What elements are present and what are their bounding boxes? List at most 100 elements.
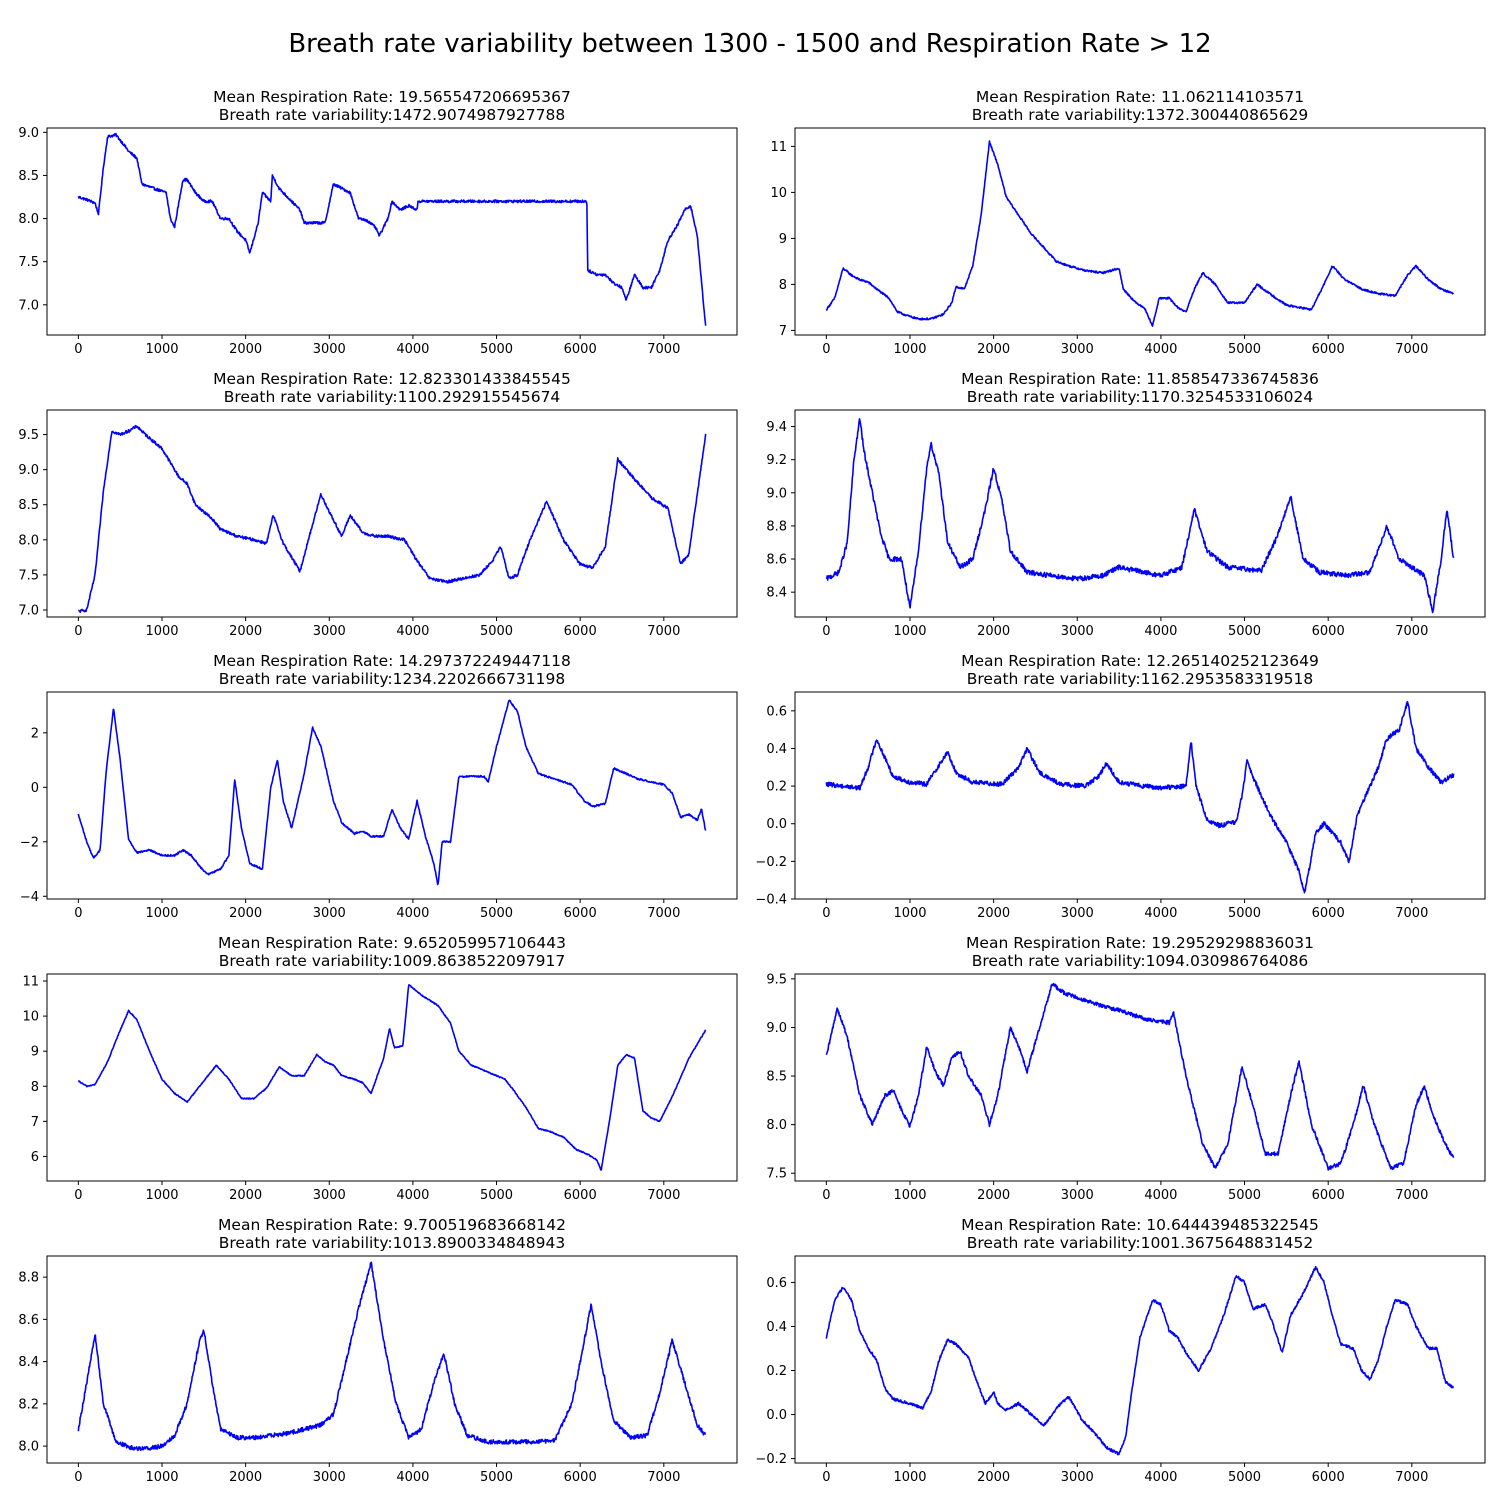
y-tick-label: 8.8 (766, 519, 787, 534)
x-tick-label: 1000 (145, 906, 178, 921)
data-series-line (78, 984, 707, 1171)
x-tick-label: 7000 (647, 906, 680, 921)
x-tick-label: 5000 (1228, 342, 1261, 357)
y-tick-label: 9.0 (18, 126, 39, 141)
subplot-7: Mean Respiration Rate: 9.652059957106443… (22, 934, 738, 1203)
x-tick-label: 6000 (564, 1470, 597, 1485)
y-tick-label: 7.0 (18, 298, 39, 313)
y-tick-label: 8.0 (18, 212, 39, 227)
x-tick-label: 6000 (1312, 1470, 1345, 1485)
y-tick-label: 9.0 (766, 486, 787, 501)
x-tick-label: 6000 (1312, 1188, 1345, 1203)
y-tick-label: 8.0 (18, 533, 39, 548)
subplot-title-mean-rate: Mean Respiration Rate: 12.26514025212364… (961, 652, 1319, 670)
y-tick-label: 8.4 (766, 586, 787, 601)
subplot-title-mean-rate: Mean Respiration Rate: 11.062114103571 (976, 88, 1304, 106)
subplot-title-variability: Breath rate variability:1234.22026667311… (219, 670, 565, 688)
y-tick-label: 9 (31, 1045, 39, 1060)
axes-frame (46, 1255, 738, 1464)
x-tick-label: 1000 (893, 342, 926, 357)
y-tick-label: 6 (31, 1150, 39, 1165)
x-tick-label: 6000 (564, 624, 597, 639)
axes-frame (794, 973, 1486, 1182)
x-tick-label: 6000 (564, 342, 597, 357)
x-tick-label: 0 (822, 906, 830, 921)
x-tick-label: 2000 (977, 1470, 1010, 1485)
subplot-6: Mean Respiration Rate: 12.26514025212364… (755, 652, 1486, 921)
data-series-line (77, 132, 707, 326)
y-tick-label: −0.2 (755, 1452, 787, 1467)
x-tick-label: 3000 (1061, 1470, 1094, 1485)
subplot-9: Mean Respiration Rate: 9.700519683668142… (18, 1216, 738, 1485)
y-tick-label: 8.2 (18, 1397, 39, 1412)
x-tick-label: 3000 (1061, 906, 1094, 921)
y-tick-label: 7.5 (18, 255, 39, 270)
x-tick-label: 1000 (145, 1470, 178, 1485)
subplot-title-variability: Breath rate variability:1372.30044086562… (972, 106, 1309, 124)
x-tick-label: 6000 (564, 906, 597, 921)
y-tick-label: 8.0 (18, 1440, 39, 1455)
x-tick-label: 0 (74, 1188, 82, 1203)
y-tick-label: 8 (31, 1080, 39, 1095)
x-tick-label: 5000 (480, 624, 513, 639)
y-tick-label: 9.0 (766, 1021, 787, 1036)
y-tick-label: 0.2 (766, 780, 787, 795)
x-tick-label: 5000 (1228, 624, 1261, 639)
x-tick-label: 5000 (1228, 906, 1261, 921)
x-tick-label: 2000 (229, 624, 262, 639)
y-tick-label: 8 (779, 278, 787, 293)
y-tick-label: 8.6 (18, 1313, 39, 1328)
x-tick-label: 0 (74, 1470, 82, 1485)
y-tick-label: 0.4 (766, 742, 787, 757)
x-tick-label: 4000 (1144, 624, 1177, 639)
data-series-line (825, 418, 1455, 614)
y-tick-label: −2 (20, 835, 39, 850)
x-tick-label: 0 (822, 1188, 830, 1203)
y-tick-label: 9.0 (18, 463, 39, 478)
x-tick-label: 4000 (396, 342, 429, 357)
x-tick-label: 2000 (977, 1188, 1010, 1203)
x-tick-label: 2000 (977, 906, 1010, 921)
data-series-line (825, 1265, 1454, 1456)
x-tick-label: 7000 (647, 342, 680, 357)
x-tick-label: 6000 (1312, 342, 1345, 357)
axes-frame (794, 127, 1486, 336)
y-tick-label: 10 (770, 186, 787, 201)
y-tick-label: 7 (31, 1115, 39, 1130)
y-tick-label: 0.6 (766, 1276, 787, 1291)
y-tick-label: 9.5 (766, 972, 787, 987)
x-tick-label: 3000 (313, 1188, 346, 1203)
subplot-title-mean-rate: Mean Respiration Rate: 9.652059957106443 (218, 934, 566, 952)
data-series-line (77, 1261, 707, 1452)
x-tick-label: 2000 (977, 624, 1010, 639)
y-tick-label: −0.4 (755, 893, 787, 908)
x-tick-label: 1000 (145, 1188, 178, 1203)
y-tick-label: 9 (779, 232, 787, 247)
subplot-8: Mean Respiration Rate: 19.29529298836031… (766, 934, 1486, 1203)
x-tick-label: 5000 (480, 1188, 513, 1203)
x-tick-label: 0 (822, 624, 830, 639)
x-tick-label: 0 (74, 342, 82, 357)
y-tick-label: 0.0 (766, 817, 787, 832)
x-tick-label: 6000 (1312, 906, 1345, 921)
x-tick-label: 3000 (1061, 342, 1094, 357)
x-tick-label: 7000 (1395, 1188, 1428, 1203)
axes-frame (794, 691, 1486, 900)
subplot-title-mean-rate: Mean Respiration Rate: 19.56554720669536… (213, 88, 571, 106)
x-tick-label: 4000 (396, 906, 429, 921)
axes-frame (794, 409, 1486, 618)
x-tick-label: 2000 (229, 1470, 262, 1485)
axes-frame (46, 409, 738, 618)
x-tick-label: 3000 (313, 1470, 346, 1485)
subplot-grid: Mean Respiration Rate: 19.56554720669536… (18, 88, 1486, 1485)
subplot-title-variability: Breath rate variability:1094.03098676408… (972, 952, 1309, 970)
y-tick-label: −0.2 (755, 855, 787, 870)
subplot-title-variability: Breath rate variability:1001.36756488314… (967, 1234, 1313, 1252)
data-series-line (77, 699, 707, 886)
subplot-1: Mean Respiration Rate: 19.56554720669536… (18, 88, 738, 357)
x-tick-label: 0 (74, 624, 82, 639)
y-tick-label: 10 (22, 1010, 39, 1025)
subplot-title-mean-rate: Mean Respiration Rate: 9.700519683668142 (218, 1216, 566, 1234)
